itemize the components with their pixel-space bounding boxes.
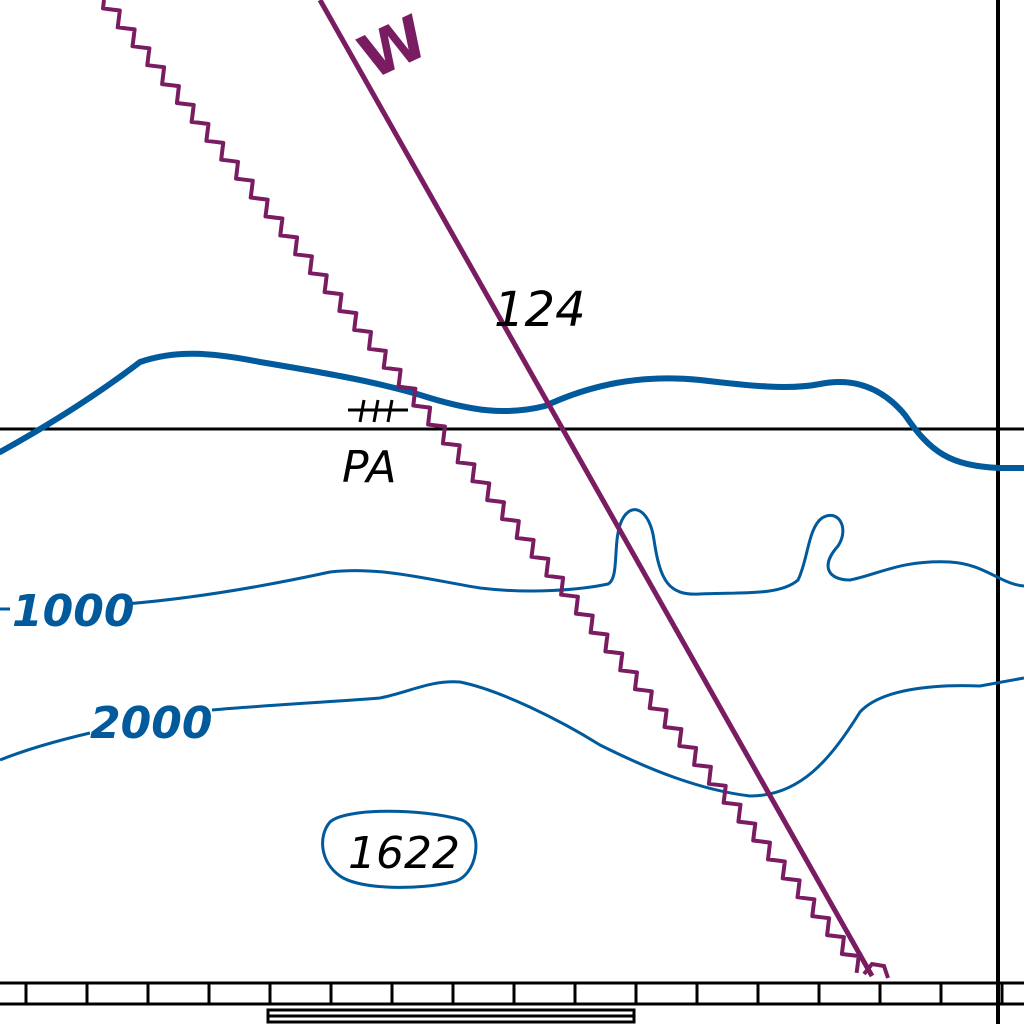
spot-sounding-label: 1622 xyxy=(348,828,460,879)
contour-2000-left xyxy=(0,731,91,762)
sounding-enclosure xyxy=(321,809,478,889)
scale-bar xyxy=(0,981,1024,1024)
line-label: 124 xyxy=(494,282,586,338)
pa-label: PA xyxy=(342,442,396,493)
shoreline-contour xyxy=(0,350,1024,471)
contour-1000 xyxy=(124,508,1024,606)
bearing-label: W xyxy=(349,2,439,93)
wavy-line-end-mark xyxy=(862,961,890,979)
contour-2000-label: 2000 xyxy=(90,698,212,749)
pa-symbol xyxy=(348,399,408,423)
bearing-line xyxy=(317,0,875,978)
contour-1000-label: 1000 xyxy=(12,586,134,637)
contour-2000 xyxy=(211,676,1024,798)
wavy-limit-line xyxy=(101,0,861,974)
